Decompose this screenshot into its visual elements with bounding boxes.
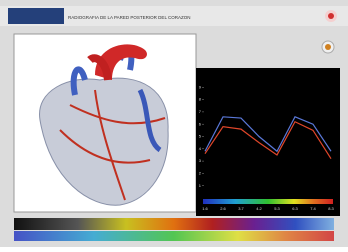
spectrum-strip [14, 218, 334, 230]
x-tick-label: 6.3 [292, 206, 298, 211]
x-tick-label: 8.3 [328, 206, 334, 211]
x-tick-label: 2.6 [220, 206, 226, 211]
settings-icon [325, 44, 331, 50]
x-tick-label: 3.7 [238, 206, 244, 211]
spectrum-strip-lower [14, 231, 334, 241]
x-tick-label: 7.4 [310, 206, 316, 211]
page: RADIOGRAFIA DE LA PARED POSTERIOR DEL CO… [0, 0, 348, 252]
screen: RADIOGRAFIA DE LA PARED POSTERIOR DEL CO… [0, 0, 348, 247]
chart-panel [196, 68, 340, 216]
x-tick-label: 5.3 [274, 206, 280, 211]
x-tick-label: 4.2 [256, 206, 262, 211]
color-scale [203, 199, 333, 204]
logo-block [8, 8, 64, 24]
close-icon [328, 13, 334, 19]
title: RADIOGRAFIA DE LA PARED POSTERIOR DEL CO… [68, 15, 191, 20]
x-tick-label: 1.6 [202, 206, 208, 211]
